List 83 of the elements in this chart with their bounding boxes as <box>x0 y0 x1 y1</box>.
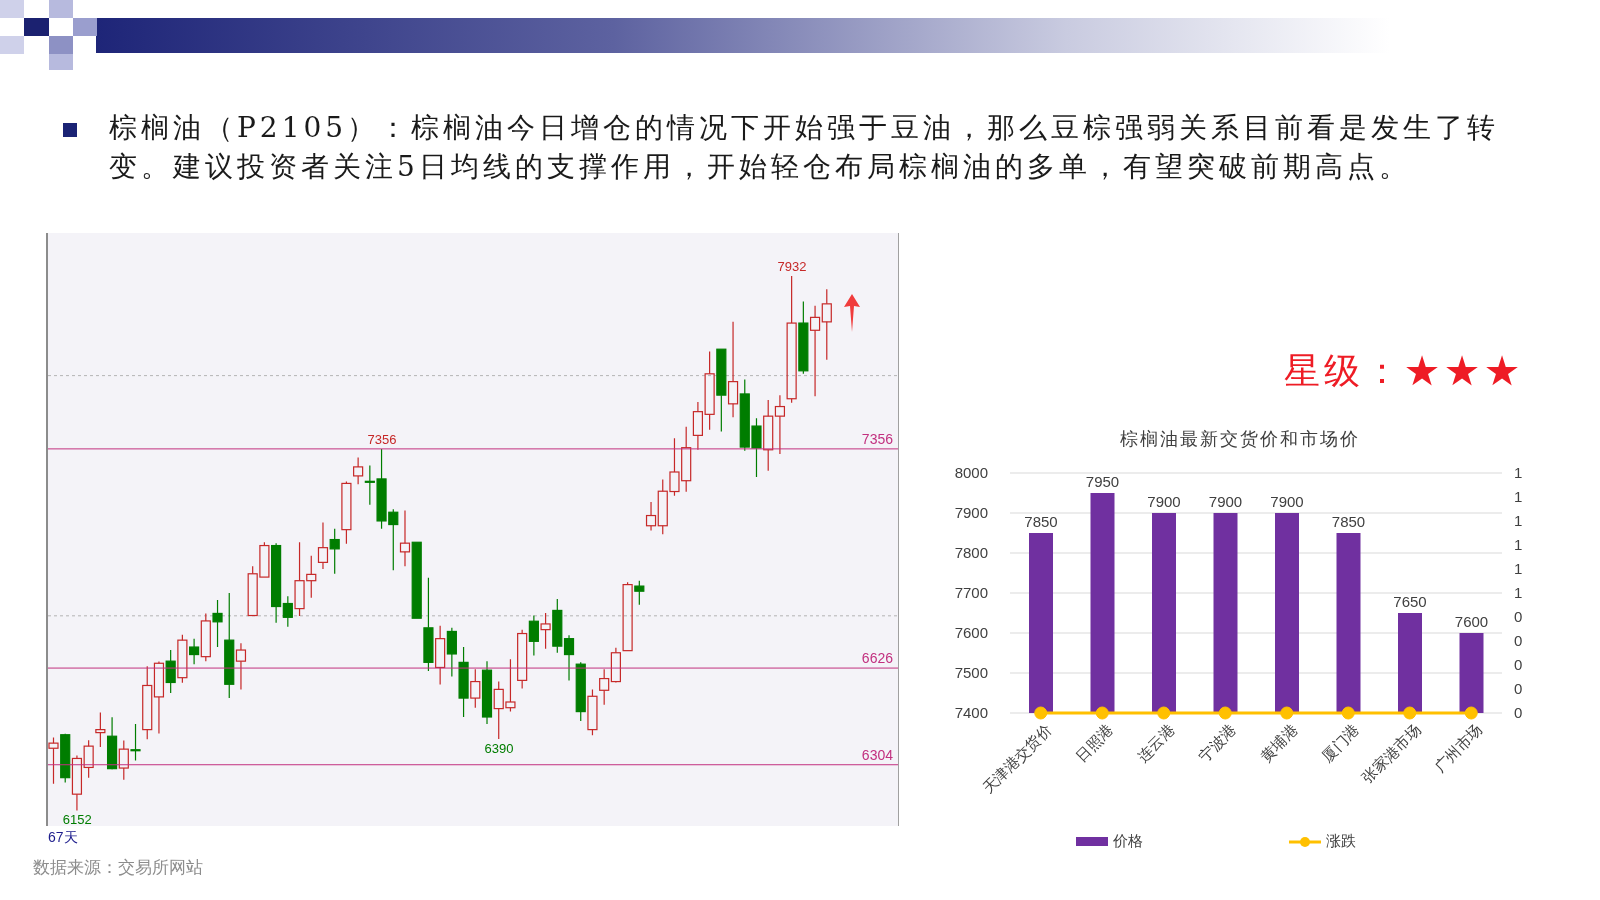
candlestick <box>118 739 129 781</box>
candlestick <box>446 627 457 678</box>
text: 棕榈油（P2105）：棕榈油今日增仓的情况下开始强于豆油，那么豆棕强弱关系目前看是发生了转变。建议投资者关注5日均线的支撑作用，开始轻仓布局棕榈油的多单，有望突破前期高点。 <box>109 110 1501 185</box>
ref-line-label: 7356 <box>861 430 894 447</box>
y2-tick-label: 1 <box>1514 464 1523 482</box>
candlestick <box>224 592 235 699</box>
y2-tick-label: 1 <box>1514 536 1523 554</box>
candlestick <box>399 509 411 567</box>
candlestick <box>329 528 340 575</box>
y2-tick-label: 0 <box>1514 704 1523 722</box>
ref-line-label: 6626 <box>861 650 894 667</box>
candlestick <box>540 612 551 650</box>
annotation: 6390 <box>484 740 514 756</box>
candlestick <box>716 348 727 433</box>
candlestick <box>809 305 821 397</box>
annotation: 6152 <box>62 812 92 828</box>
legend-label: 涨跌 <box>1326 832 1356 851</box>
chart-title: 棕榈油最新交货价和市场价 <box>1119 427 1361 451</box>
text: 67天 <box>48 829 78 847</box>
candlestick <box>798 300 809 375</box>
y2-tick-label: 0 <box>1514 680 1523 698</box>
x-tick-label: 天津港交货价 <box>978 720 1056 798</box>
candlestick <box>317 521 329 570</box>
y-tick-label: 7600 <box>954 624 988 642</box>
data-label: 7900 <box>1147 493 1181 510</box>
candlestick <box>634 580 645 606</box>
data-label: 7850 <box>1331 513 1366 530</box>
y2-tick-label: 0 <box>1514 656 1523 674</box>
y2-tick-label: 1 <box>1514 512 1523 530</box>
candlestick <box>130 723 141 762</box>
data-label: 7950 <box>1085 473 1120 490</box>
y2-tick-label: 1 <box>1514 488 1523 506</box>
data-label: 7650 <box>1393 593 1427 610</box>
candlestick <box>235 642 247 690</box>
x-tick-label: 广州市场 <box>1430 720 1486 776</box>
y-tick-label: 8000 <box>954 464 988 482</box>
legend-label: 价格 <box>1113 832 1143 851</box>
candlestick <box>212 599 223 648</box>
candlestick <box>563 634 575 681</box>
data-label: 7600 <box>1454 613 1489 630</box>
x-tick-label: 宁波港 <box>1195 720 1240 766</box>
y2-tick-label: 0 <box>1514 632 1523 650</box>
annotation: 7932 <box>777 258 807 274</box>
candlestick <box>763 399 774 472</box>
y-tick-label: 7800 <box>954 544 988 562</box>
candlestick <box>774 394 786 455</box>
data-label: 7850 <box>1024 513 1058 530</box>
x-tick-label: 日照港 <box>1072 720 1117 766</box>
candlestick <box>727 321 739 418</box>
data-label: 7900 <box>1270 493 1304 510</box>
source-note: 数据来源：交易所网站 <box>33 856 203 879</box>
candlestick <box>189 638 200 665</box>
candlestick <box>271 542 282 624</box>
candlestick <box>481 660 493 725</box>
ref-line-label: 6304 <box>861 746 894 763</box>
candlestick <box>528 614 539 657</box>
candlestick <box>48 736 59 785</box>
y2-tick-label: 1 <box>1514 584 1523 602</box>
candlestick <box>645 501 657 532</box>
candlestick <box>821 288 832 361</box>
candlestick <box>95 711 106 748</box>
candlestick <box>470 668 481 709</box>
y2-tick-label: 0 <box>1514 608 1523 626</box>
y-tick-label: 7900 <box>954 504 988 522</box>
y-tick-label: 7500 <box>954 664 988 682</box>
y2-tick-label: 1 <box>1514 560 1523 578</box>
candlestick <box>552 598 563 654</box>
text: 星级：★★★ <box>1284 349 1524 393</box>
candlestick <box>423 577 434 672</box>
x-tick-label: 连云港 <box>1133 720 1179 766</box>
candlestick <box>599 668 610 706</box>
data-label: 7900 <box>1208 493 1243 510</box>
candlestick <box>435 625 446 686</box>
candlestick <box>142 665 153 740</box>
candlestick <box>353 456 364 485</box>
annotation: 7356 <box>367 431 397 447</box>
candlestick <box>786 275 797 404</box>
y-tick-label: 7400 <box>954 704 988 722</box>
candlestick <box>458 646 469 718</box>
candlestick <box>610 647 621 683</box>
x-tick-label: 黄埔港 <box>1256 720 1302 766</box>
y-tick-label: 7700 <box>954 584 988 602</box>
candlestick <box>153 660 165 735</box>
